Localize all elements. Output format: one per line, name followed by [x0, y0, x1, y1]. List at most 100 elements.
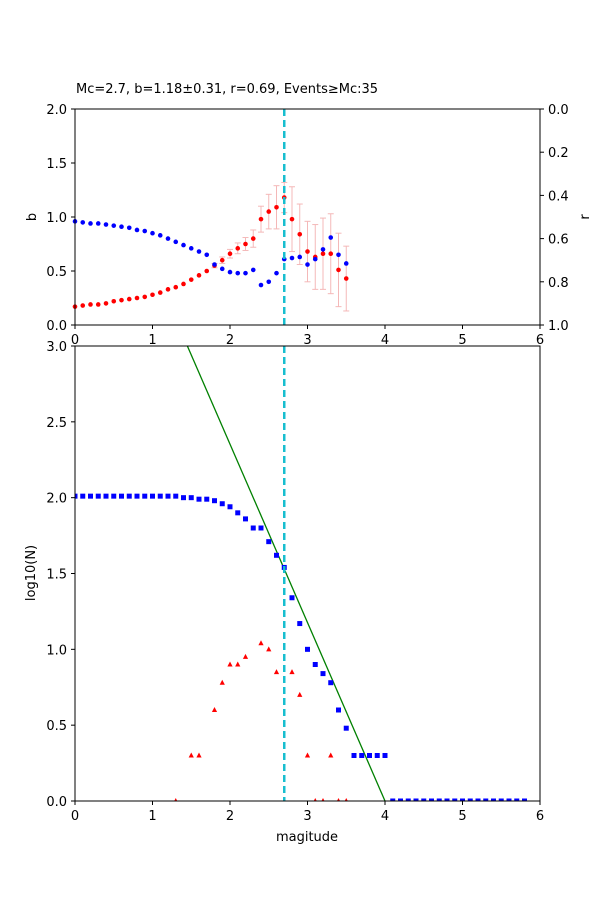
r-point	[119, 224, 124, 230]
b-point	[157, 290, 163, 295]
top-x-tick-label: 0	[71, 333, 79, 348]
cumulative-count-point	[498, 798, 504, 801]
bottom-x-tick-label: 2	[226, 809, 234, 824]
r-point	[134, 227, 140, 233]
b-point	[219, 257, 225, 263]
bottom-x-axis-label: magitude	[276, 830, 338, 845]
b-point	[88, 302, 93, 307]
cumulative-count-point	[289, 595, 295, 601]
bottom-y-tick-label: 1.0	[46, 643, 67, 658]
cumulative-count-point	[460, 798, 465, 801]
b-point	[150, 292, 155, 298]
incremental-count-point	[196, 752, 202, 758]
top-x-tick-label: 6	[536, 333, 544, 348]
cumulative-count-point	[506, 798, 512, 801]
top-y-tick-label: 0.0	[46, 319, 67, 334]
r-point	[188, 246, 194, 251]
incremental-count-point	[344, 798, 348, 801]
b-point	[111, 298, 117, 304]
r-point	[219, 266, 225, 272]
incremental-count-point	[174, 798, 178, 801]
cumulative-count-point	[367, 753, 372, 758]
b-point	[181, 281, 186, 287]
bottom-x-tick-label: 1	[148, 809, 156, 824]
frequency-magnitude-panel: 0 1 2 3 4 5 6 0.0 0.5 1.0 1.5 2.0 2.5 3.0 magitude lo…	[24, 340, 544, 845]
top-right-tick-label: 0.0	[548, 103, 569, 118]
r-point	[150, 230, 155, 236]
b-point	[289, 216, 295, 222]
b-point	[173, 284, 179, 290]
top-right-tick-label: 0.6	[548, 233, 569, 248]
cumulative-count-point	[266, 539, 272, 545]
b-point	[274, 204, 279, 210]
cumulative-count-point	[119, 493, 124, 499]
cumulative-count-point	[181, 495, 186, 501]
cumulative-count-point	[88, 493, 93, 499]
cumulative-count-point	[312, 662, 318, 667]
bottom-plot-area: 0 1 2 3 4 5 6 0.0 0.5 1.0 1.5 2.0 2.5 3.0	[46, 340, 544, 824]
bottom-x-tick-label: 5	[458, 809, 466, 824]
r-point	[250, 267, 256, 273]
r-point	[111, 223, 117, 228]
top-x-tick-label: 3	[303, 333, 311, 348]
r-point	[289, 255, 295, 261]
b-point	[126, 296, 132, 302]
b-point	[142, 294, 148, 300]
r-point	[328, 235, 334, 240]
cumulative-count-point	[157, 493, 163, 499]
cumulative-count-point	[126, 493, 132, 499]
incremental-count-point	[242, 653, 249, 659]
r-point	[274, 270, 279, 276]
cumulative-count-point	[212, 498, 217, 504]
b-point	[328, 251, 334, 257]
cumulative-count-point	[250, 525, 256, 531]
cumulative-count-point	[219, 501, 225, 507]
incremental-count-point	[211, 707, 218, 712]
top-x-tick-label: 5	[458, 333, 466, 348]
top-y-tick-label: 1.0	[46, 211, 67, 226]
cumulative-count-point	[398, 798, 403, 801]
r-point	[204, 252, 210, 258]
cumulative-count-point	[374, 753, 380, 758]
cumulative-count-point	[95, 493, 101, 499]
r-point	[95, 221, 101, 226]
top-y-tick-label: 0.5	[46, 265, 67, 280]
b-point	[305, 249, 310, 254]
bottom-y-tick-label: 3.0	[46, 340, 67, 355]
cumulative-count-point	[80, 493, 86, 499]
cumulative-count-point	[274, 552, 279, 558]
b-point	[227, 251, 233, 257]
top-y-tick-label: 1.5	[46, 157, 67, 172]
cumulative-count-point	[165, 493, 171, 499]
cumulative-count-point	[405, 798, 411, 801]
cumulative-count-point	[243, 516, 248, 522]
cumulative-count-point	[382, 753, 388, 758]
b-point	[103, 301, 109, 306]
b-point	[165, 287, 171, 292]
bottom-x-tick-label: 4	[381, 809, 389, 824]
b-point	[343, 276, 349, 281]
incremental-count-point	[266, 646, 272, 652]
r-point	[243, 270, 248, 276]
cumulative-count-point	[436, 798, 442, 801]
cumulative-count-point	[351, 753, 357, 758]
cumulative-count-point	[421, 798, 427, 801]
cumulative-count-point	[235, 510, 241, 516]
cumulative-count-point	[514, 798, 520, 801]
cumulative-count-point	[359, 753, 365, 758]
incremental-count-point	[273, 669, 280, 675]
r-point	[312, 256, 318, 262]
incremental-count-point	[258, 640, 264, 646]
cumulative-count-point	[413, 798, 419, 801]
top-right-tick-label: 0.8	[548, 276, 569, 291]
r-point	[80, 220, 86, 225]
top-y-axis-label: b	[25, 213, 40, 221]
b-point	[320, 251, 326, 257]
bottom-y-tick-label: 2.0	[46, 492, 67, 507]
cumulative-count-point	[390, 798, 396, 801]
r-point	[266, 279, 272, 285]
cumulative-count-point	[188, 495, 194, 501]
bottom-y-tick-label: 0.0	[46, 795, 67, 810]
cumulative-count-point	[522, 798, 527, 801]
